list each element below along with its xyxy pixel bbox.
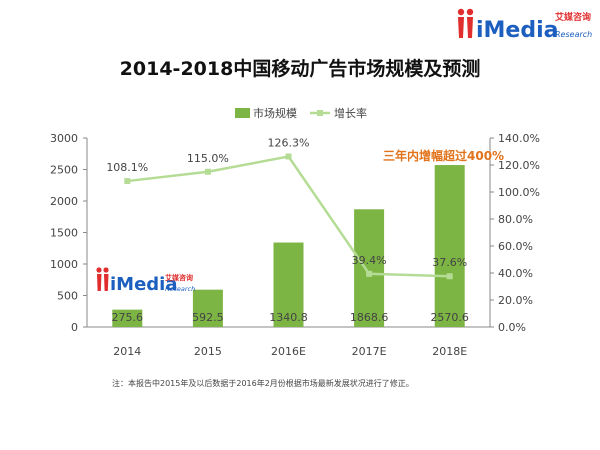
growth-value-label: 39.4% bbox=[352, 254, 387, 267]
x-tick-label: 2016E bbox=[271, 345, 306, 358]
y-right-tick-label: 100.0% bbox=[498, 186, 540, 199]
bar bbox=[273, 242, 304, 327]
logo-mark-icon bbox=[457, 8, 474, 38]
x-tick-label: 2015 bbox=[194, 345, 222, 358]
bar-value-label: 1868.6 bbox=[350, 311, 389, 324]
watermark-mark-icon bbox=[96, 267, 109, 291]
y-left-tick-label: 0 bbox=[71, 321, 78, 334]
watermark-sub-text: Research bbox=[165, 285, 195, 293]
growth-value-label: 108.1% bbox=[106, 161, 148, 174]
legend-swatch-bar bbox=[235, 108, 250, 118]
x-tick-label: 2017E bbox=[352, 345, 387, 358]
legend-marker-line bbox=[317, 110, 323, 116]
bar-value-label: 275.6 bbox=[112, 311, 144, 324]
growth-value-label: 37.6% bbox=[432, 256, 467, 269]
y-right-tick-label: 60.0% bbox=[498, 240, 533, 253]
logo-cn-text: 艾媒咨询 bbox=[555, 11, 591, 23]
logo-sub-text: Research bbox=[555, 30, 592, 39]
growth-point bbox=[446, 273, 453, 280]
y-right-tick-label: 120.0% bbox=[498, 159, 540, 172]
legend-label-bar: 市场规模 bbox=[253, 106, 297, 120]
y-left-tick-label: 2000 bbox=[50, 195, 78, 208]
watermark-cn-text: 艾媒咨询 bbox=[165, 273, 193, 282]
page-title: 2014-2018中国移动广告市场规模及预测 bbox=[119, 58, 481, 80]
y-right-tick-label: 40.0% bbox=[498, 267, 533, 280]
growth-point bbox=[124, 178, 131, 185]
bar bbox=[112, 309, 143, 327]
y-left-tick-label: 2500 bbox=[50, 164, 78, 177]
y-right-tick-label: 140.0% bbox=[498, 132, 540, 145]
bar bbox=[434, 165, 465, 327]
growth-value-label: 115.0% bbox=[187, 152, 229, 165]
bar bbox=[354, 209, 385, 327]
bar-value-label: 1340.8 bbox=[269, 311, 308, 324]
bar-value-label: 2570.6 bbox=[430, 311, 469, 324]
growth-point bbox=[366, 270, 373, 277]
footnote: 注：本报告中2015年及以后数据于2016年2月份根据市场最新发展状况进行了修正… bbox=[112, 379, 414, 388]
bar bbox=[192, 289, 223, 327]
watermark-text: iMedia bbox=[110, 274, 178, 295]
watermark-logo: iMedia 艾媒咨询 Research bbox=[96, 267, 195, 295]
callout-annotation: 三年内增幅超过400% bbox=[383, 148, 504, 163]
growth-value-label: 126.3% bbox=[268, 136, 310, 149]
y-right-tick-label: 80.0% bbox=[498, 213, 533, 226]
bar-value-label: 592.5 bbox=[192, 311, 224, 324]
y-left-tick-label: 3000 bbox=[50, 132, 78, 145]
legend-label-line: 增长率 bbox=[334, 106, 367, 120]
x-tick-label: 2014 bbox=[113, 345, 141, 358]
y-left-tick-label: 1500 bbox=[50, 227, 78, 240]
y-left-tick-label: 500 bbox=[57, 290, 78, 303]
y-right-tick-label: 20.0% bbox=[498, 294, 533, 307]
logo-text: iMedia bbox=[476, 18, 559, 42]
y-right-tick-label: 0.0% bbox=[498, 321, 526, 334]
growth-point bbox=[285, 153, 292, 160]
imedia-logo: iMedia 艾媒咨询 Research bbox=[457, 8, 592, 42]
y-left-tick-label: 1000 bbox=[50, 258, 78, 271]
growth-point bbox=[204, 168, 211, 175]
x-tick-label: 2018E bbox=[432, 345, 467, 358]
